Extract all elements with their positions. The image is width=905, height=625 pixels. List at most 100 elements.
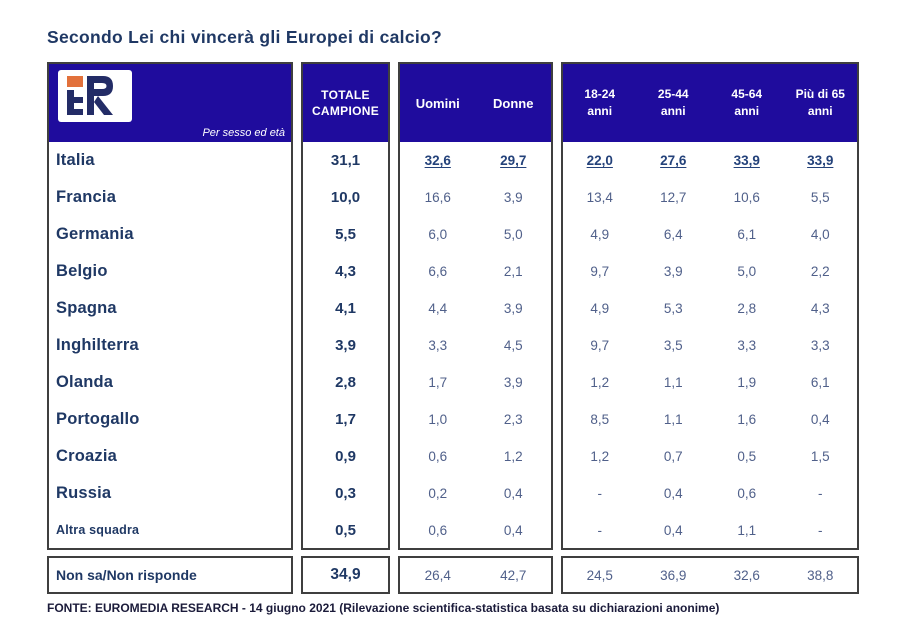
- age-range: 45-64: [731, 87, 763, 102]
- value-cell: -: [597, 486, 603, 501]
- team-label-inghilterra: Inghilterra: [56, 336, 139, 354]
- value-cell: 3,5: [663, 338, 683, 353]
- value-cell: 0,4: [810, 412, 830, 427]
- value-cell: 0,4: [663, 522, 683, 538]
- value-cell: 1,9: [737, 375, 757, 390]
- age-range: Più di 65: [795, 87, 845, 102]
- total-cell: 4,3: [335, 263, 356, 280]
- value-cell: -: [818, 486, 823, 501]
- value-cell: 0,2: [428, 486, 448, 501]
- total-cell: 10,0: [330, 189, 361, 206]
- summary-ages-values: 24,5 36,9 32,6 38,8: [561, 556, 859, 594]
- value-cell: 1,2: [590, 375, 610, 390]
- value-cell: 1,1: [663, 375, 683, 390]
- value-cell: 0,4: [663, 486, 683, 501]
- value-cell: 3,3: [737, 338, 757, 353]
- value-cell: 1,2: [503, 449, 523, 464]
- team-labels: Italia Francia Germania Belgio Spagna In…: [49, 142, 291, 548]
- value-cell: 9,7: [590, 338, 610, 353]
- value-cell: 1,7: [428, 375, 448, 390]
- total-column: TOTALE CAMPIONE 31,1 10,0 5,5 4,3 4,1 3,…: [301, 62, 390, 550]
- team-label-portogallo: Portogallo: [56, 410, 140, 428]
- value-cell: 1,1: [737, 522, 757, 538]
- value-cell: 4,4: [428, 301, 448, 316]
- value-cell: 6,0: [428, 227, 448, 242]
- value-cell: 24,5: [586, 567, 613, 583]
- header-age-25-44: 25-44 anni: [658, 86, 689, 120]
- value-cell: 6,1: [810, 375, 830, 390]
- total-cell: 0,3: [335, 485, 356, 502]
- value-cell: 29,7: [500, 153, 527, 168]
- total-column-header: TOTALE CAMPIONE: [303, 64, 388, 142]
- labels-column: Per sesso ed età Italia Francia Germania…: [47, 62, 293, 550]
- total-cell: 5,5: [335, 226, 356, 243]
- ages-values: 22,0 27,6 33,9 33,9 13,4 12,7 10,6 5,5 4…: [563, 142, 857, 548]
- total-cell: 1,7: [335, 411, 356, 428]
- value-cell: 38,8: [807, 567, 834, 583]
- value-cell: 10,6: [733, 190, 760, 205]
- value-cell: 0,6: [428, 449, 448, 464]
- value-cell: 3,3: [810, 338, 830, 353]
- value-cell: 3,9: [503, 301, 523, 316]
- value-cell: 1,2: [590, 449, 610, 464]
- value-cell: 6,6: [428, 264, 448, 279]
- labels-column-header: Per sesso ed età: [49, 64, 291, 142]
- er-logo-icon: [58, 70, 132, 122]
- value-cell: 5,0: [737, 264, 757, 279]
- value-cell: 6,4: [663, 227, 683, 242]
- header-age-45-64: 45-64 anni: [731, 86, 762, 120]
- value-cell: 9,7: [590, 264, 610, 279]
- poll-table: Per sesso ed età Italia Francia Germania…: [47, 62, 859, 550]
- value-cell: 0,6: [737, 486, 757, 501]
- age-unit: anni: [807, 104, 833, 118]
- team-label-italia: Italia: [56, 151, 95, 169]
- team-label-croazia: Croazia: [56, 447, 118, 465]
- value-cell: 2,2: [810, 264, 830, 279]
- total-cell: 2,8: [335, 374, 356, 391]
- value-cell: 1,0: [428, 412, 448, 427]
- value-cell: 0,4: [503, 522, 523, 538]
- total-cell: 0,5: [335, 521, 356, 539]
- value-cell: 1,5: [810, 449, 830, 464]
- value-cell: 3,9: [663, 264, 683, 279]
- age-unit: anni: [587, 104, 613, 118]
- corner-note: Per sesso ed età: [202, 127, 285, 139]
- team-label-germania: Germania: [56, 225, 134, 243]
- team-label-spagna: Spagna: [56, 299, 117, 317]
- value-cell: 27,6: [660, 153, 687, 168]
- sex-column: Uomini Donne 32,6 29,7 16,6 3,9 6,0 5,0 …: [398, 62, 553, 550]
- summary-row: Non sa/Non risponde 34,9 26,4 42,7 24,5 …: [47, 556, 859, 594]
- total-values: 31,1 10,0 5,5 4,3 4,1 3,9 2,8 1,7 0,9 0,…: [303, 142, 388, 548]
- euromedia-logo: [58, 70, 132, 122]
- age-range: 25-44: [657, 87, 689, 102]
- value-cell: 0,6: [428, 522, 448, 538]
- summary-total: 34,9: [301, 556, 390, 594]
- value-cell: 33,9: [807, 153, 834, 168]
- value-cell: 33,9: [733, 153, 760, 168]
- header-uomini: Uomini: [415, 95, 460, 111]
- age-unit: anni: [660, 104, 686, 118]
- value-cell: 0,4: [503, 486, 523, 501]
- value-cell: 3,3: [428, 338, 448, 353]
- value-cell: 8,5: [590, 412, 610, 427]
- value-cell: 16,6: [424, 190, 451, 205]
- value-cell: 4,9: [590, 227, 610, 242]
- value-cell: 22,0: [586, 153, 613, 168]
- source-note: FONTE: EUROMEDIA RESEARCH - 14 giugno 20…: [47, 601, 720, 615]
- header-donne: Donne: [493, 95, 534, 111]
- summary-label: Non sa/Non risponde: [47, 556, 293, 594]
- value-cell: 3,9: [503, 190, 523, 205]
- value-cell: 2,3: [503, 412, 523, 427]
- value-cell: 32,6: [733, 567, 760, 583]
- ages-column: 18-24 anni 25-44 anni 45-64 anni Più di 65 a…: [561, 62, 859, 550]
- team-label-belgio: Belgio: [56, 262, 108, 280]
- team-label-altra-squadra: Altra squadra: [56, 523, 140, 537]
- total-header-line1: TOTALE: [321, 87, 370, 102]
- total-header-line2: CAMPIONE: [311, 104, 380, 118]
- age-unit: anni: [734, 104, 760, 118]
- value-cell: 12,7: [660, 190, 687, 205]
- team-label-olanda: Olanda: [56, 373, 114, 391]
- value-cell: 13,4: [586, 190, 613, 205]
- value-cell: 5,5: [810, 190, 830, 205]
